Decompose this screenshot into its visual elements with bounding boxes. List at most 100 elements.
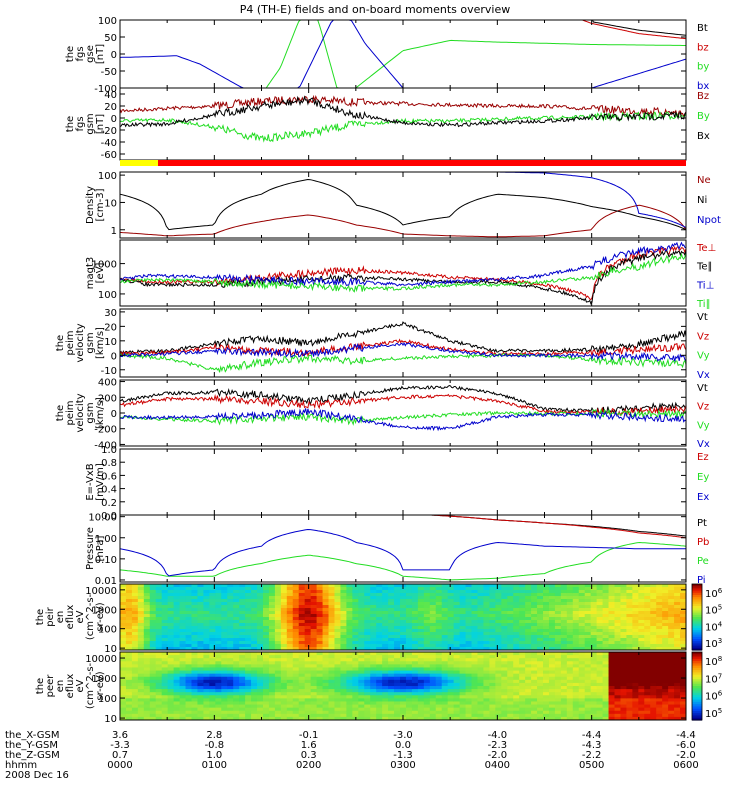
series-temperature-Ti∥ — [120, 252, 686, 293]
panel-electron-spectrogram: 108 107 106 105 10000 1000 100 10 the peer en eflux… — [35, 651, 723, 725]
legend-velocity-gsm-electron-Vy: Vy — [697, 351, 710, 362]
velocity-gsm-ion-ytick: 0 — [111, 409, 117, 420]
electron-spectrogram-ytick: 10000 — [85, 654, 117, 665]
series-pressure-Pt — [431, 515, 686, 537]
series-fgs-gse-bz — [582, 20, 686, 40]
efield-ytick: 0.8 — [101, 458, 117, 469]
fgs-gsm-ylabel: fgs — [75, 116, 86, 131]
legend-temperature-Te⊥: Te⊥ — [696, 243, 716, 254]
velocity-gsm-electron-ylabel: gsm — [85, 332, 96, 353]
series-velocity-gsm-electron-Vt — [120, 321, 686, 355]
fgs-gsm-ylabel: the — [65, 116, 76, 132]
x-tick-gsm-x: -4.4 — [676, 730, 696, 741]
legend-velocity-gsm-electron-Vx: Vx — [697, 370, 710, 381]
series-density-Npot — [450, 172, 686, 229]
legend-temperature-Ti⊥: Ti⊥ — [696, 280, 714, 291]
electron-spectrogram-ytick: 10 — [104, 714, 117, 725]
legend-efield-Ez: Ez — [697, 452, 709, 463]
electron-spectrogram-ylabel: sr-eV) — [95, 671, 106, 700]
electron-spectrogram-ylabel: (cm^2-s- — [85, 662, 96, 709]
x-row-label: the_Z-GSM — [5, 750, 60, 761]
pressure-ylabel: [nPa] — [95, 535, 106, 561]
x-tick-gsm-y: -0.8 — [205, 740, 225, 751]
fgs-gse-ylabel: the — [65, 46, 76, 62]
x-axis: the_X-GSMthe_Y-GSMthe_Z-GSMhhmm3.6-3.30.… — [5, 730, 699, 781]
series-velocity-gsm-ion-Vt — [120, 384, 686, 415]
velocity-gsm-ion-ylabel: gsm — [85, 402, 96, 423]
density-ylabel: Density — [85, 186, 96, 224]
series-velocity-gsm-electron-Vz — [120, 338, 686, 358]
series-velocity-gsm-ion-Vx — [120, 408, 686, 432]
x-tick-hhmm: 0000 — [107, 760, 132, 771]
fgs-gse-ylabel: [nT] — [95, 44, 106, 64]
series-pressure-Pe — [120, 541, 686, 581]
mode-bar-red — [158, 160, 686, 166]
velocity-gsm-ion-ytick: -200 — [94, 425, 117, 436]
chart-title: P4 (TH-E) fields and on-board moments ov… — [240, 3, 511, 16]
electron-spectrogram-ytick: 1000 — [92, 674, 117, 685]
legend-efield-Ex: Ex — [697, 492, 709, 503]
velocity-gsm-ion-ylabel: the — [55, 405, 66, 421]
fgs-gse-frame — [119, 19, 687, 89]
x-tick-hhmm: 0300 — [390, 760, 415, 771]
x-row-label: the_X-GSM — [5, 730, 59, 741]
ion-spectrogram-image — [120, 584, 686, 650]
ion-spectrogram-colorbar — [691, 583, 703, 651]
x-tick-hhmm: 0600 — [673, 760, 698, 771]
fgs-gse-ytick: -50 — [101, 67, 117, 78]
series-pressure-Pb — [431, 515, 686, 539]
ion-spectrogram-ylabel: the — [35, 609, 46, 625]
x-tick-gsm-y: -2.3 — [488, 740, 508, 751]
electron-spectrogram-colorbar-tick: 106 — [705, 690, 723, 703]
ion-spectrogram-colorbar-tick: 104 — [705, 620, 723, 633]
series-velocity-gsm-electron-Vx — [120, 342, 686, 362]
series-temperature-Ti⊥ — [120, 241, 686, 287]
electron-spectrogram-colorbar-tick: 105 — [705, 707, 722, 720]
x-tick-gsm-x: -3.0 — [393, 730, 413, 741]
electron-spectrogram-ylabel: peer — [45, 674, 56, 698]
velocity-gsm-ion-ytick: -400 — [94, 440, 117, 451]
pressure-ytick: 10.00 — [88, 513, 117, 524]
panel-velocity-gsm-electron: 30 20 10 0 -10 the peim velocity gsm [km/s] Vt Vz Vy… — [55, 308, 710, 381]
ion-spectrogram-ytick: 100 — [98, 625, 117, 636]
electron-spectrogram-ylabel: the — [35, 678, 46, 694]
x-tick-gsm-z: 1.0 — [206, 750, 222, 761]
x-tick-gsm-z: -2.0 — [488, 750, 508, 761]
series-density-Ne — [120, 204, 686, 238]
legend-fgs-gsm-Bz: Bz — [697, 91, 709, 102]
legend-fgs-gse-Bt: Bt — [697, 23, 708, 34]
x-tick-gsm-y: -4.3 — [582, 740, 602, 751]
density-ytick: 10 — [104, 198, 117, 209]
series-fgs-gse-bx — [120, 20, 686, 88]
electron-spectrogram-ytick: 100 — [98, 694, 117, 705]
velocity-gsm-electron-frame — [119, 308, 687, 378]
x-tick-gsm-y: 1.6 — [301, 740, 317, 751]
legend-fgs-gsm-By: By — [697, 111, 710, 122]
efield-ytick: 0.6 — [101, 471, 117, 482]
x-tick-gsm-x: -0.1 — [299, 730, 319, 741]
x-tick-gsm-z: -2.0 — [676, 750, 696, 761]
ion-spectrogram-ylabel: eflux — [65, 605, 76, 630]
ion-spectrogram-ylabel: (cm^2-s- — [85, 593, 96, 640]
legend-velocity-gsm-ion-Vx: Vx — [697, 439, 710, 450]
series-fgs-gsm-Bx — [120, 95, 686, 128]
fgs-gse-ytick: -100 — [94, 84, 117, 95]
velocity-gsm-ion-ytick: 400 — [98, 378, 117, 389]
ion-spectrogram-ylabel: sr-eV) — [95, 602, 106, 631]
velocity-gsm-electron-ytick: 0 — [111, 351, 117, 362]
ion-spectrogram-ytick: 1000 — [92, 605, 117, 616]
electron-spectrogram-ylabel: eflux — [65, 674, 76, 699]
fgs-gsm-ytick: 40 — [104, 90, 117, 101]
pressure-ytick: 0.10 — [95, 555, 117, 566]
fgs-gse-ylabel: gse — [85, 45, 96, 63]
x-tick-gsm-y: -3.3 — [110, 740, 130, 751]
legend-velocity-gsm-ion-Vz: Vz — [697, 402, 709, 413]
temperature-ytick: 100 — [98, 290, 117, 301]
velocity-gsm-electron-ylabel: the — [55, 335, 66, 351]
ion-spectrogram-colorbar-tick: 103 — [705, 637, 722, 650]
efield-frame — [119, 448, 687, 516]
series-fgs-gse-by — [265, 20, 686, 88]
